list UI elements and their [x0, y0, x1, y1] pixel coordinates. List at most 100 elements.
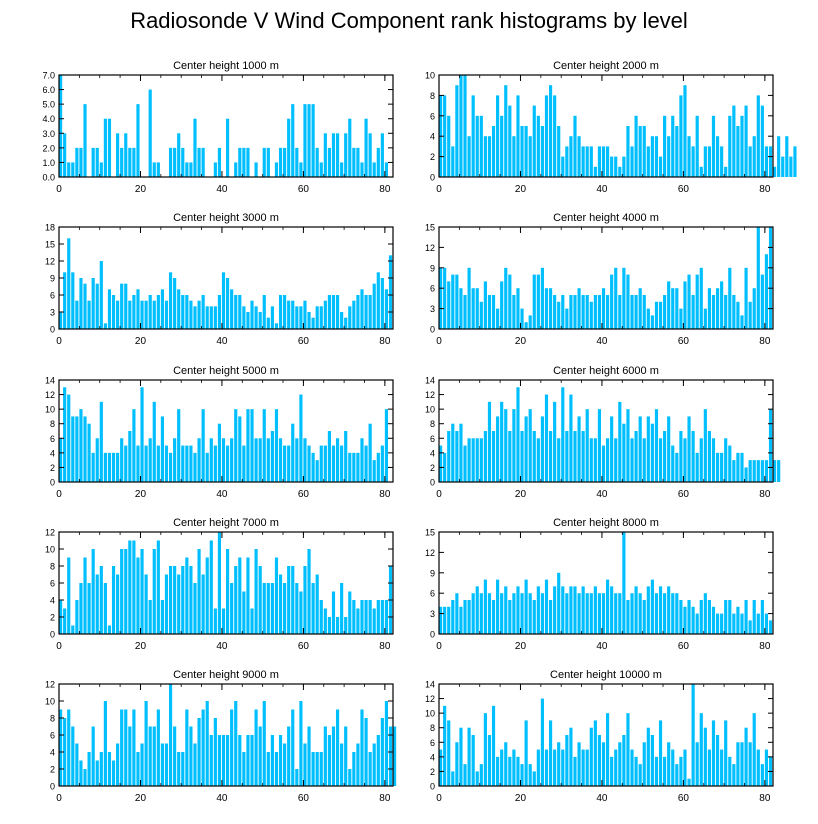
histogram-bar — [258, 726, 262, 786]
histogram-bar — [524, 720, 528, 786]
histogram-bar — [553, 749, 557, 786]
panel-title: Center height 5000 m — [173, 365, 279, 377]
histogram-bar — [679, 600, 683, 634]
histogram-bar — [618, 295, 622, 329]
x-tick-label: 20 — [515, 336, 527, 347]
histogram-bar — [536, 438, 540, 482]
histogram-bar — [691, 431, 695, 482]
x-tick-label: 80 — [379, 641, 391, 652]
histogram-bar — [593, 295, 597, 329]
histogram-bar — [581, 431, 585, 482]
y-tick-label: 6 — [430, 738, 435, 748]
histogram-bar — [634, 295, 638, 329]
histogram-bar — [103, 118, 107, 177]
y-tick-label: 10 — [45, 545, 55, 555]
histogram-bar — [589, 146, 593, 177]
histogram-bar — [720, 613, 724, 634]
histogram-bar — [467, 136, 471, 177]
y-tick-label: 0 — [430, 630, 435, 640]
histogram-bar — [79, 409, 83, 482]
histogram-bar — [740, 115, 744, 177]
y-tick-label: 8 — [50, 562, 55, 572]
histogram-bar — [331, 591, 336, 634]
histogram-bar — [173, 566, 177, 634]
histogram-bar — [120, 147, 124, 177]
chart-panel: Center height 1000 m 0 20 40 60 80 0.0 1.0 2.0 3.… — [42, 60, 394, 195]
histogram-bar — [213, 162, 217, 177]
figure-title: Radiosonde V Wind Component rank histogr… — [130, 8, 688, 33]
histogram-bar — [561, 295, 565, 329]
histogram-bar — [768, 146, 773, 177]
histogram-bar — [323, 300, 327, 329]
histogram-bar — [315, 147, 319, 177]
histogram-bar — [752, 288, 756, 329]
histogram-bar — [487, 401, 492, 482]
histogram-bar — [124, 283, 128, 329]
histogram-bar — [764, 460, 769, 482]
histogram-bar — [209, 735, 213, 786]
histogram-bar — [291, 566, 295, 634]
histogram-bar — [303, 566, 307, 634]
histogram-bar — [720, 146, 724, 177]
histogram-bar — [479, 301, 483, 329]
histogram-bar — [319, 445, 323, 482]
histogram-bar — [59, 75, 63, 177]
histogram-bar — [348, 769, 352, 786]
x-tick-label: 60 — [298, 489, 310, 500]
histogram-bar — [274, 557, 279, 634]
histogram-bar — [642, 126, 646, 177]
histogram-bar — [136, 557, 140, 634]
histogram-bar — [443, 606, 447, 634]
histogram-bar — [331, 295, 336, 329]
histogram-bar — [703, 146, 707, 177]
histogram-bar — [344, 431, 348, 482]
histogram-bar — [205, 701, 209, 786]
histogram-bar — [447, 115, 451, 177]
histogram-bar — [372, 608, 376, 634]
histogram-bar — [626, 126, 630, 177]
y-tick-label: 4.0 — [42, 114, 55, 124]
histogram-bar — [756, 227, 760, 329]
histogram-bar — [274, 323, 279, 329]
histogram-bar — [630, 438, 634, 482]
histogram-bar — [128, 431, 132, 482]
histogram-bar — [291, 709, 295, 786]
y-tick-label: 10 — [425, 405, 435, 415]
histogram-bar — [327, 735, 331, 786]
histogram-bar — [136, 445, 140, 482]
histogram-bar — [569, 586, 573, 634]
x-tick-label: 80 — [379, 184, 391, 195]
histogram-bar — [687, 778, 691, 786]
histogram-bar — [443, 452, 447, 482]
x-tick-label: 60 — [678, 489, 690, 500]
histogram-bar — [768, 409, 773, 482]
histogram-bar — [504, 267, 508, 329]
histogram-bar — [79, 278, 83, 329]
histogram-bar — [646, 727, 650, 786]
histogram-bar — [638, 288, 642, 329]
histogram-bar — [553, 295, 557, 329]
histogram-bar — [447, 281, 451, 329]
histogram-bar — [500, 749, 504, 786]
y-tick-label: 12 — [45, 680, 55, 690]
histogram-bar — [356, 743, 360, 786]
histogram-bar — [295, 769, 299, 786]
histogram-bar — [622, 423, 626, 482]
histogram-bar — [291, 300, 295, 329]
histogram-bar — [504, 409, 508, 482]
histogram-bar — [116, 133, 120, 177]
histogram-bar — [760, 105, 764, 177]
histogram-bar — [254, 162, 258, 177]
x-tick-label: 60 — [678, 641, 690, 652]
histogram-bar — [132, 409, 136, 482]
histogram-bar — [262, 701, 266, 786]
histogram-bar — [724, 438, 728, 482]
histogram-bar — [221, 438, 226, 482]
histogram-bar — [181, 445, 185, 482]
histogram-bar — [626, 274, 630, 329]
histogram-bar — [201, 574, 205, 634]
plot-frame — [438, 379, 774, 483]
histogram-bar — [91, 278, 95, 329]
histogram-bar — [360, 289, 364, 329]
histogram-bar — [540, 267, 544, 329]
